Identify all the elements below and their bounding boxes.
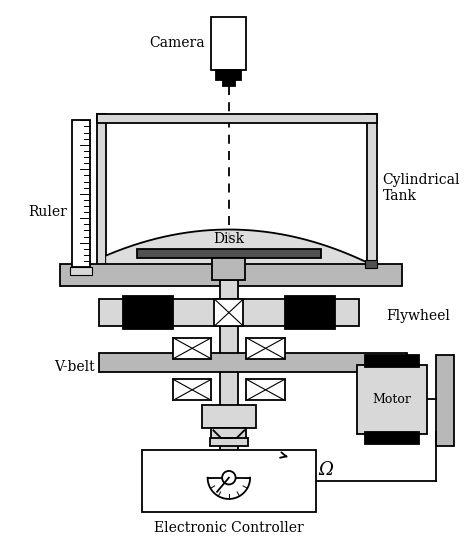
Bar (142, 450, 316, 513)
Bar (367, 114, 377, 270)
Bar (365, 355, 419, 366)
Text: Motor: Motor (373, 393, 411, 406)
Bar (214, 299, 243, 326)
Bar (220, 280, 237, 468)
Text: Ω: Ω (318, 461, 333, 479)
Bar (202, 405, 256, 429)
Text: Disk: Disk (213, 232, 245, 246)
Circle shape (222, 471, 236, 484)
Bar (285, 296, 335, 329)
Bar (211, 17, 246, 70)
Text: Electronic Controller: Electronic Controller (154, 521, 304, 535)
Bar (246, 379, 285, 400)
Bar (212, 258, 245, 280)
Bar (223, 80, 235, 86)
Bar (173, 379, 211, 400)
Bar (123, 296, 173, 329)
Bar (211, 429, 246, 440)
Bar (100, 353, 407, 372)
Text: Camera: Camera (149, 36, 205, 50)
Text: Flywheel: Flywheel (386, 310, 450, 323)
Bar (246, 337, 285, 359)
Bar (60, 264, 402, 286)
Bar (365, 260, 377, 268)
Bar (437, 355, 454, 446)
Bar (99, 299, 359, 326)
Bar (97, 114, 377, 123)
Bar (97, 114, 106, 270)
Bar (173, 337, 211, 359)
Bar (73, 120, 90, 267)
Bar (357, 365, 427, 434)
Bar (365, 432, 419, 444)
Text: Ruler: Ruler (29, 205, 68, 219)
Bar (137, 249, 320, 258)
Text: V-belt: V-belt (54, 360, 95, 373)
Bar (71, 267, 92, 275)
Text: Cylindrical
Tank: Cylindrical Tank (383, 173, 460, 203)
Bar (216, 70, 241, 80)
Bar (210, 438, 248, 446)
